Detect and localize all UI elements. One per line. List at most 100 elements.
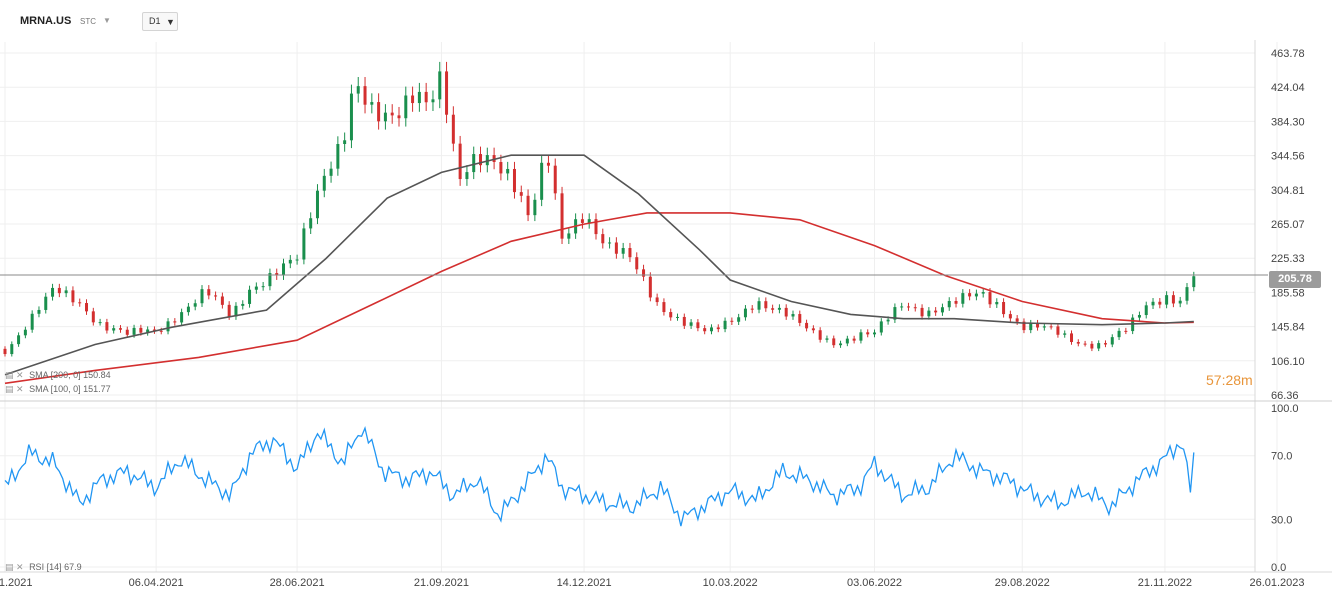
candle-body xyxy=(920,307,924,317)
candle-body xyxy=(105,322,109,331)
candle-body xyxy=(57,287,61,294)
symbol-label[interactable]: MRNA.US xyxy=(20,15,72,27)
candle-body xyxy=(377,102,381,122)
candle-body xyxy=(676,316,680,318)
candle-body xyxy=(798,314,802,323)
axes: 463.78 424.04 384.30 344.56 304.81 265.07 225.… xyxy=(0,40,1332,589)
candle-body xyxy=(512,168,516,193)
x-tick-label: 21.09.2021 xyxy=(414,577,469,589)
candle-body xyxy=(1002,302,1006,315)
candle-body xyxy=(784,307,788,317)
candle-body xyxy=(1151,301,1155,306)
candle-body xyxy=(757,301,761,310)
candle-body xyxy=(526,195,530,216)
candle-body xyxy=(214,295,218,297)
candle-body xyxy=(166,321,170,332)
candle-body xyxy=(730,320,734,322)
candle-body xyxy=(173,321,177,323)
candle-body xyxy=(37,309,41,314)
candle-body xyxy=(268,273,272,287)
candle-body xyxy=(431,99,435,103)
candle-body xyxy=(248,289,252,304)
candle-body xyxy=(1192,276,1196,288)
candle-body xyxy=(465,172,469,180)
candle-body xyxy=(30,313,34,330)
candle-body xyxy=(3,348,7,355)
chevron-down-icon[interactable]: ▼ xyxy=(103,16,111,25)
candle-body xyxy=(275,273,279,276)
menu-icon[interactable]: ▤ ✕ xyxy=(5,562,24,572)
candle-body xyxy=(601,234,605,244)
candle-body xyxy=(472,154,476,173)
timeframe-select[interactable]: D1 ▼ xyxy=(142,12,178,31)
candle-body xyxy=(866,332,870,335)
candle-body xyxy=(737,317,741,322)
candle-body xyxy=(771,308,775,310)
candle-body xyxy=(1008,314,1012,319)
candle-body xyxy=(1090,343,1094,349)
candle-body xyxy=(302,228,306,260)
candle-body xyxy=(1076,342,1080,344)
menu-icon[interactable]: ▤ ✕ xyxy=(5,370,24,380)
menu-icon[interactable]: ▤ ✕ xyxy=(5,384,24,394)
sma100-legend[interactable]: ▤ ✕ SMA [100, 0] 151.77 xyxy=(5,384,111,395)
candle-body xyxy=(492,155,496,163)
sma-line xyxy=(4,212,1194,385)
candle-body xyxy=(71,290,75,303)
candle-body xyxy=(282,263,286,276)
sma200-legend[interactable]: ▤ ✕ SMA [200, 0] 150.84 xyxy=(5,370,111,381)
candle-body xyxy=(689,322,693,326)
candle-body xyxy=(17,335,21,345)
candle-timer: 57:28m xyxy=(1206,372,1253,388)
candle-body xyxy=(614,242,618,254)
candle-body xyxy=(383,112,387,122)
candle-body xyxy=(635,257,639,270)
candle-body xyxy=(709,327,713,332)
candle-body xyxy=(180,312,184,323)
candle-body xyxy=(356,86,360,94)
chart-toolbar: MRNA.US STC ▼ D1 ▼ xyxy=(0,0,1332,42)
candle-body xyxy=(1063,333,1067,335)
x-tick-label: 28.06.2021 xyxy=(270,577,325,589)
rsi-legend[interactable]: ▤ ✕ RSI [14] 67.9 xyxy=(5,562,82,573)
candle-body xyxy=(159,330,163,332)
candle-body xyxy=(1029,323,1033,331)
candle-body xyxy=(546,162,550,166)
candle-body xyxy=(805,322,809,329)
candle-body xyxy=(852,338,856,341)
last-price-tag: 205.78 xyxy=(1269,271,1321,288)
y-tick-label: 384.30 xyxy=(1271,116,1305,128)
price-series xyxy=(3,61,1196,357)
x-tick-label: 07.01.2021 xyxy=(0,577,33,589)
candle-body xyxy=(845,338,849,344)
candle-body xyxy=(295,259,299,261)
candle-body xyxy=(519,192,523,196)
candle-body xyxy=(315,190,319,219)
candle-body xyxy=(961,293,965,304)
candle-body xyxy=(1144,305,1148,316)
candle-body xyxy=(954,300,958,304)
candle-body xyxy=(621,248,625,254)
candle-body xyxy=(560,193,564,239)
candle-body xyxy=(900,306,904,308)
candle-body xyxy=(451,114,455,144)
candle-body xyxy=(479,154,483,166)
sma100-value: 151.77 xyxy=(83,384,111,394)
y-tick-label: 66.36 xyxy=(1271,390,1299,402)
candle-body xyxy=(1015,318,1019,322)
candle-body xyxy=(227,304,231,317)
candle-body xyxy=(329,168,333,176)
candle-body xyxy=(934,310,938,313)
candle-body xyxy=(968,293,972,297)
candle-body xyxy=(723,320,727,330)
candle-body xyxy=(913,307,917,309)
candle-body xyxy=(112,328,116,331)
candle-body xyxy=(234,305,238,317)
candle-body xyxy=(1049,326,1053,328)
candle-body xyxy=(940,307,944,313)
market-label[interactable]: STC xyxy=(80,17,96,26)
candle-body xyxy=(241,303,245,306)
candle-body xyxy=(152,329,156,331)
candle-body xyxy=(363,86,367,105)
